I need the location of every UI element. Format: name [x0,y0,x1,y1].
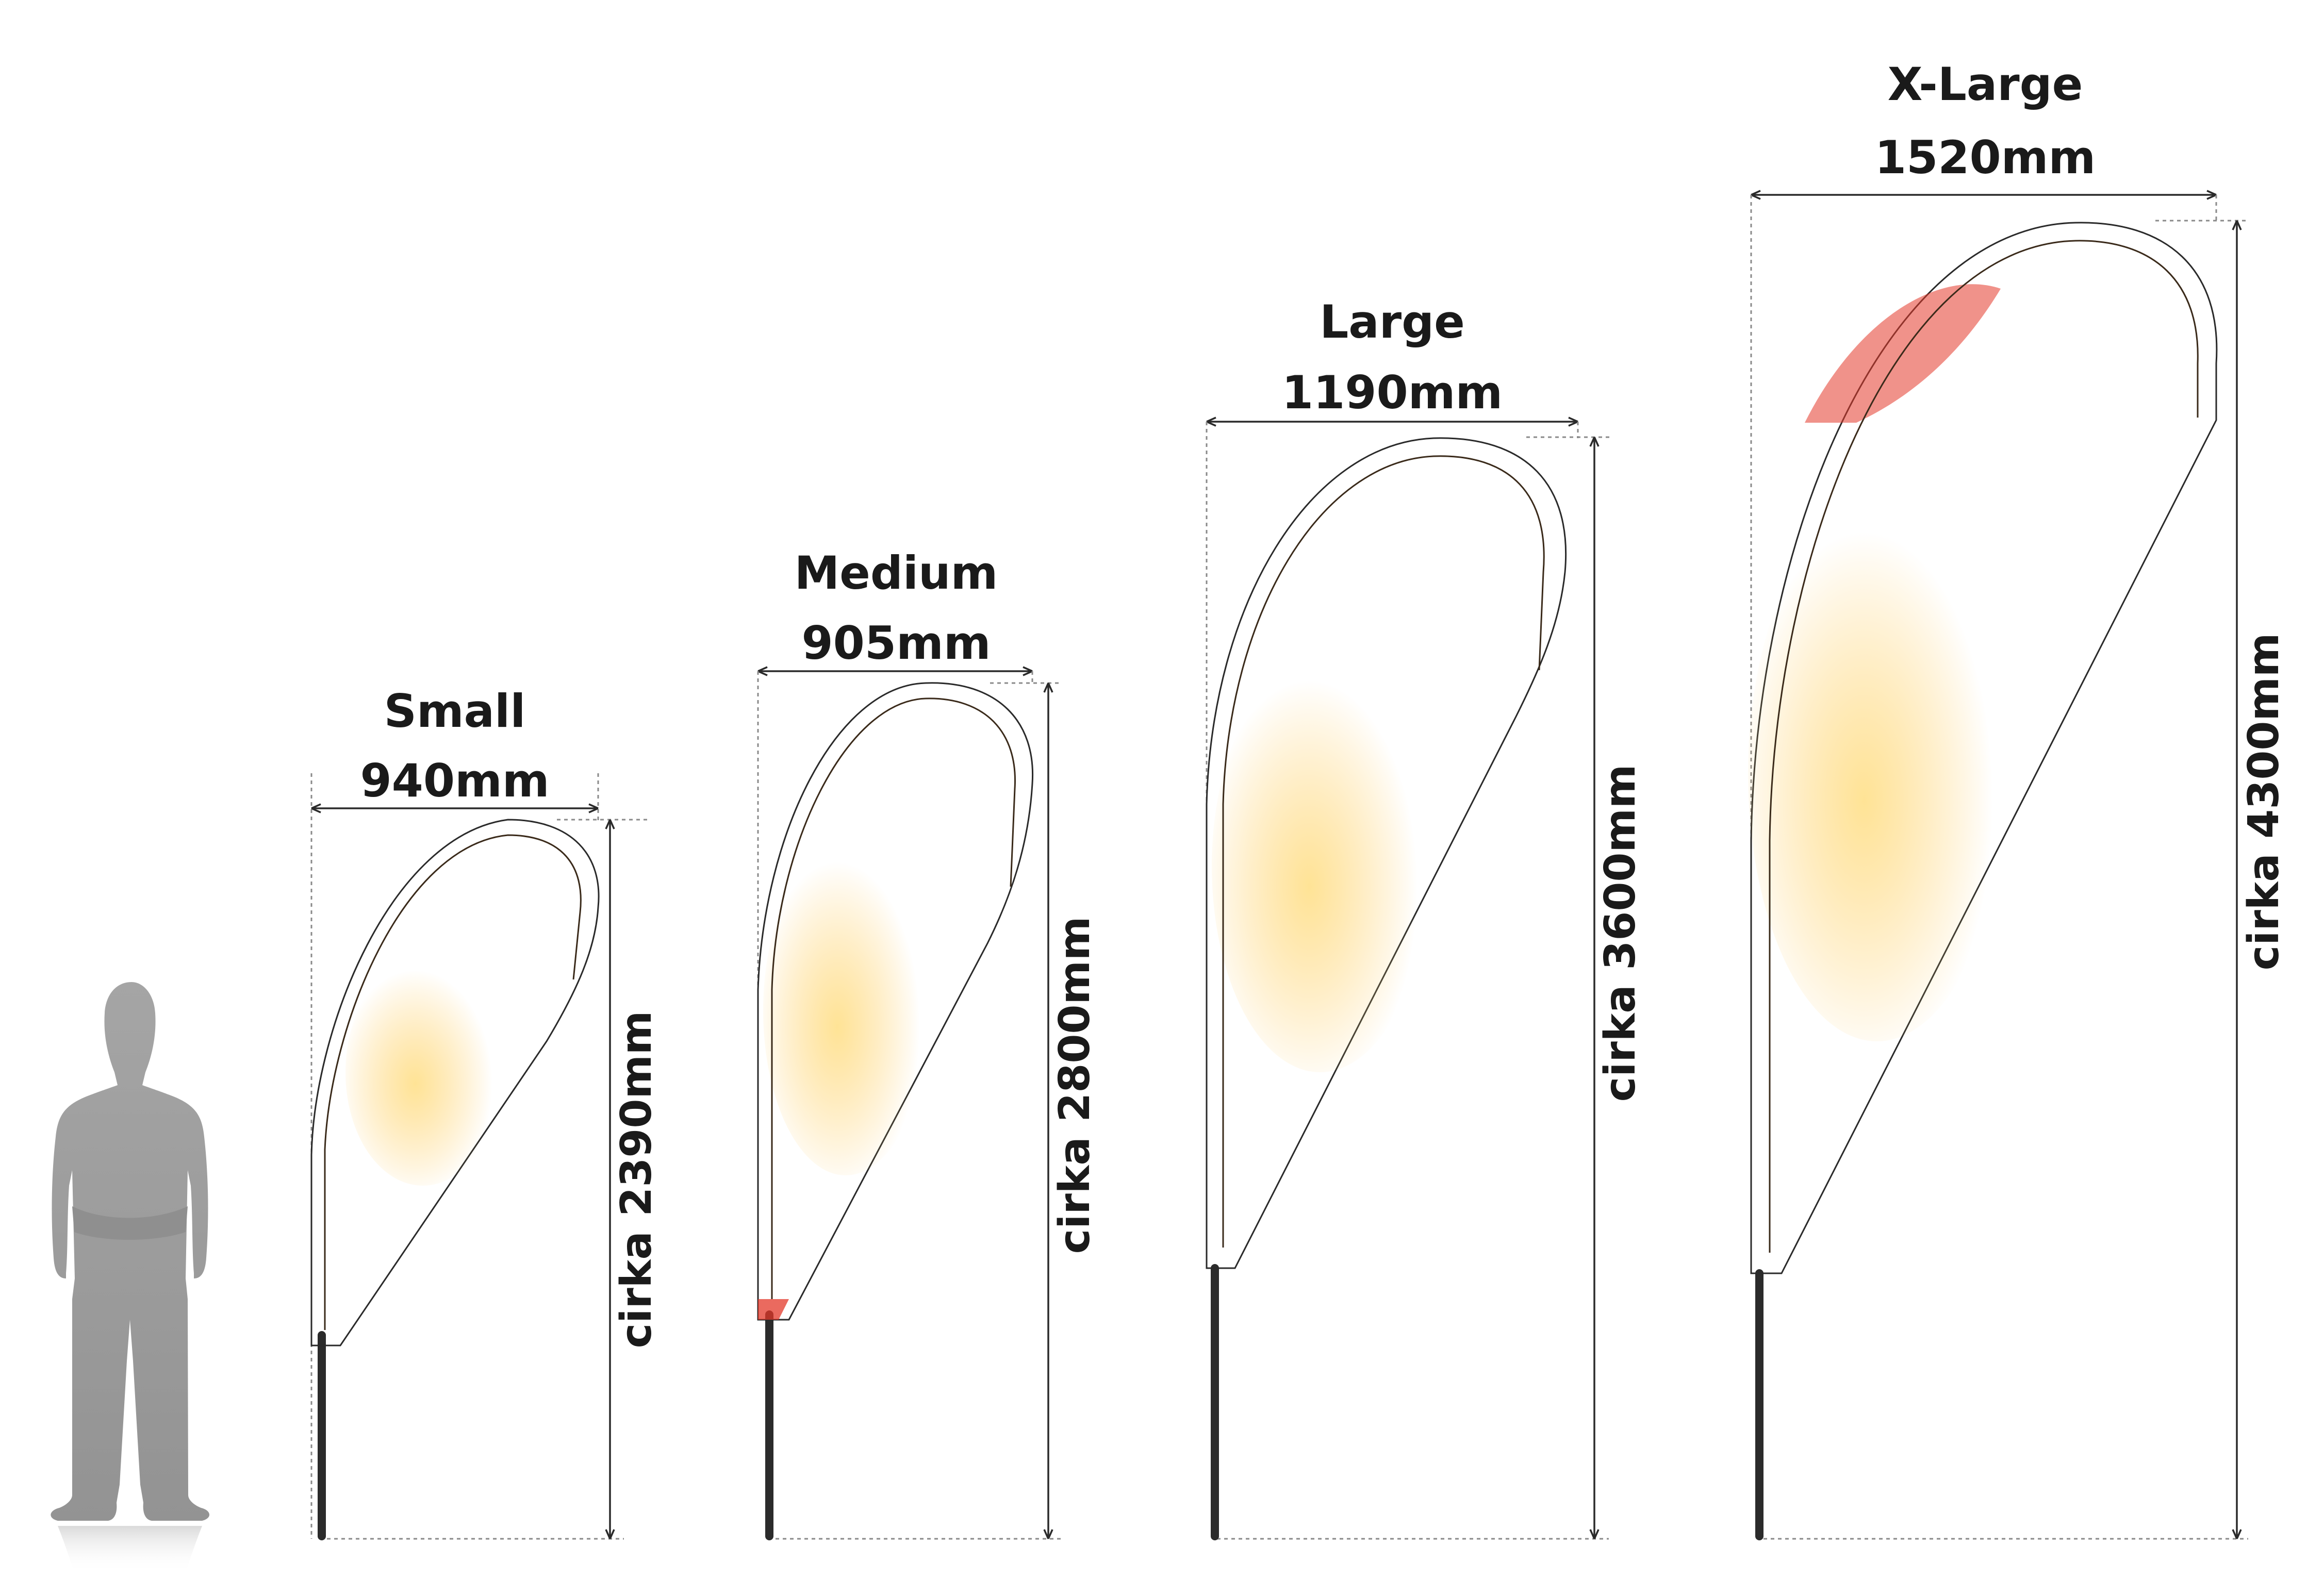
size-name: Medium [795,546,998,600]
height-arrow-top [2232,220,2242,230]
height-arrow-bottom [1589,1529,1600,1539]
width-arrow-left [1751,190,1761,200]
width-label: 1190mm [1282,366,1503,419]
flag-glow [763,845,928,1175]
flag-body [757,682,1034,1321]
size-name: Small [384,685,526,738]
flag-sleeve-line [1769,240,2199,1253]
width-label: 905mm [801,617,991,670]
width-arrow-right [1568,417,1578,427]
size-name: Large [1320,295,1465,348]
width-arrow-right [1023,666,1033,676]
height-label: cirka 3600mm [1596,764,1645,1102]
person-arms [72,1206,188,1240]
width-label: 1520mm [1875,131,2096,184]
flag-xlarge: X-Large 1520mm cirka 4300mm [1748,58,2288,1540]
person-reflection [58,1526,202,1572]
flag-sleeve-line [1222,455,1545,1248]
height-arrow-top [1043,683,1053,693]
flag-glow [345,959,500,1186]
flag-glow [1212,660,1428,1072]
height-arrow-bottom [1043,1529,1053,1539]
flag-small: Small 940mm cirka 2390mm [310,685,661,1540]
height-label: cirka 2800mm [1050,917,1099,1254]
flag-large: Large 1190mm cirka 3600mm [1206,295,1645,1540]
flag-glow [1748,505,2006,1041]
width-arrow-left [757,666,768,676]
flag-body [1206,437,1567,1269]
height-label: cirka 4300mm [2239,633,2288,971]
flag-sleeve-line [771,697,1016,1299]
flag-sleeve-line [324,834,582,1330]
height-label: cirka 2390mm [612,1011,661,1349]
size-name: X-Large [1888,58,2083,111]
width-label: 940mm [360,754,549,807]
height-arrow-top [1589,437,1600,447]
width-arrow-left [311,803,321,813]
height-arrow-bottom [2232,1529,2242,1539]
flag-medium: Medium 905mm cirka 2800mm [757,546,1099,1540]
width-arrow-right [588,803,599,813]
height-arrow-bottom [605,1529,615,1539]
height-arrow-top [605,819,615,829]
width-arrow-left [1206,417,1216,427]
person-body [51,982,210,1521]
flag-body [310,819,600,1347]
flag-red-edge [758,1299,789,1320]
width-arrow-right [2206,190,2217,200]
person-silhouette [51,982,210,1572]
